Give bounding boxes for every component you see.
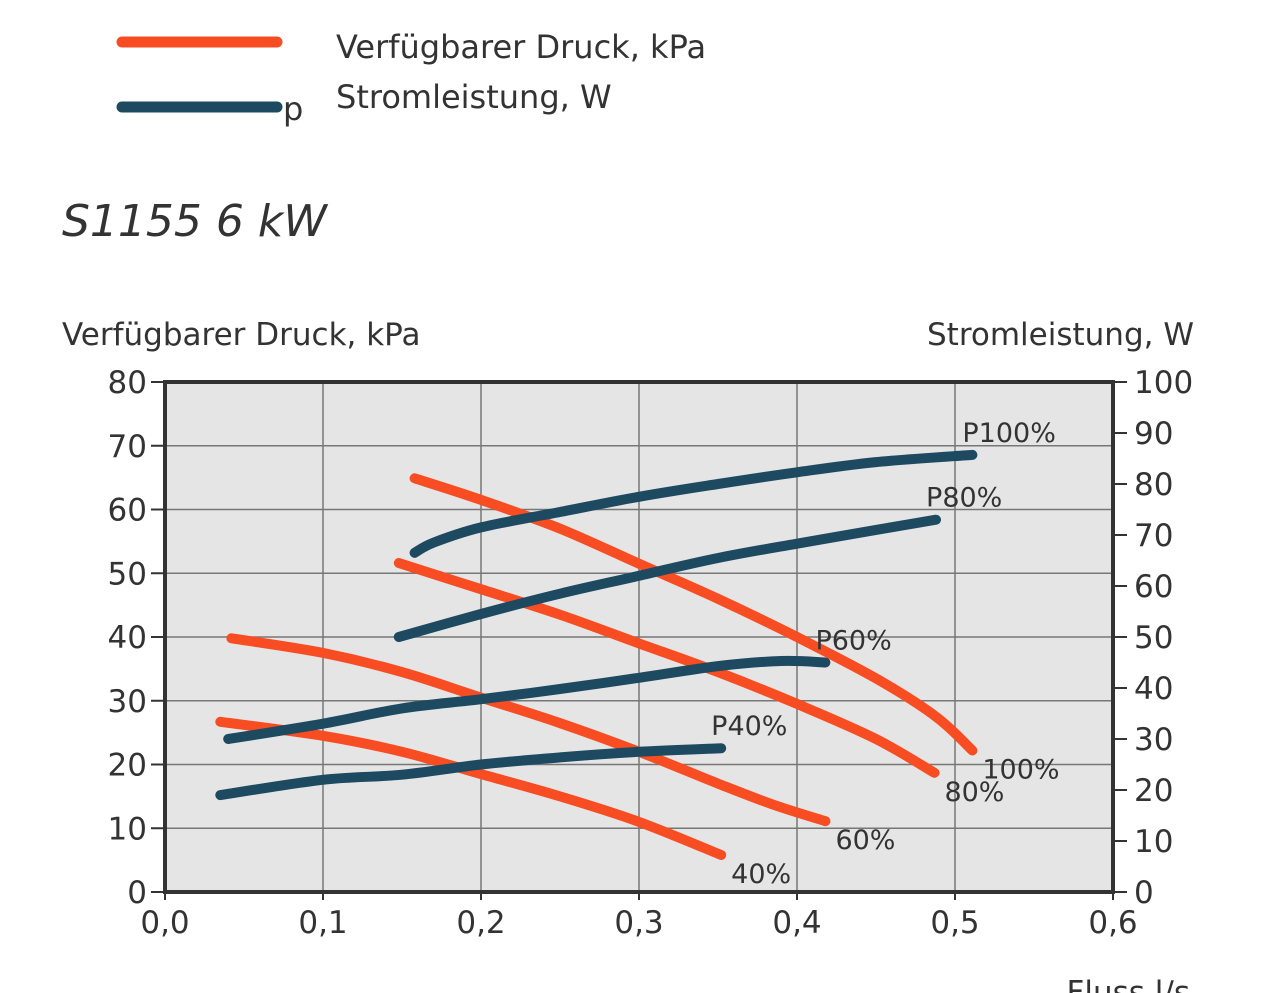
y-right-tick-label: 10 [1134,824,1173,860]
y-left-tick-label: 10 [108,811,147,847]
series-labels: 40% 60% 80%100% P40% P60% P80% P100% [711,418,1059,890]
y-left-tick-label: 80 [108,365,147,401]
series-label-P100pct: P100% [962,418,1055,449]
y-right-tick-label: 70 [1134,518,1173,554]
legend-marker-power: p [283,90,303,128]
y-right-tick-label: 60 [1134,569,1173,605]
y-right-tick-label: 20 [1134,773,1173,809]
x-tick-label: 0,5 [930,905,979,941]
y-right-tick-label: 90 [1134,416,1173,452]
legend-label-pressure: Verfügbarer Druck, kPa [336,28,706,66]
y-left-tick-label: 40 [108,620,147,656]
series-label-80pct: 80% [944,777,1004,808]
grid [165,382,1113,892]
y-right-tick-label: 0 [1134,875,1154,911]
x-tick-label: 0,2 [456,905,505,941]
x-axis-title: Fluss l/s [1067,975,1190,993]
y-right-tick-label: 40 [1134,671,1173,707]
power-line-P40pct [215,743,727,801]
pressure-line-80pct [393,558,940,778]
y-right-tick-label: 80 [1134,467,1173,503]
x-tick-label: 0,3 [614,905,663,941]
y-left-tick-label: 20 [108,748,147,784]
series-label-60pct: 60% [835,825,895,856]
series-label-P40pct: P40% [711,711,787,742]
y-left-tick-label: 30 [108,684,147,720]
y-right-tick-label: 30 [1134,722,1173,758]
series-label-P60pct: P60% [815,626,891,657]
x-tick-label: 0,6 [1088,905,1137,941]
y-left-tick-label: 70 [108,429,147,465]
pressure-line-40pct [215,716,727,860]
legend-label-power: Stromleistung, W [336,78,612,116]
pressure-line-60pct [226,633,831,827]
series-label-100pct: 100% [982,754,1059,785]
power-line-P100pct [409,449,978,558]
axis-ticks: 0,0 0,1 0,2 0,3 0,4 0,5 0,60102030405060708001… [108,365,1194,941]
y-left-axis-title: Verfügbarer Druck, kPa [62,317,420,353]
power-line-P80pct [393,514,941,642]
y-left-tick-label: 60 [108,493,147,529]
pressure-series [215,473,978,860]
x-tick-label: 0,1 [298,905,347,941]
power-line-P60pct [223,655,831,744]
legend: Verfügbarer Druck, kPa p Stromleistung, … [116,28,706,128]
x-tick-label: 0,4 [772,905,821,941]
y-right-tick-label: 100 [1134,365,1193,401]
pressure-line-100pct [409,473,978,756]
x-tick-label: 0,0 [140,905,189,941]
y-left-tick-label: 0 [127,875,147,911]
chart-title: S1155 6 kW [62,196,328,247]
series-label-40pct: 40% [731,859,791,890]
y-left-tick-label: 50 [108,556,147,592]
y-right-tick-label: 50 [1134,620,1173,656]
series-label-P80pct: P80% [926,483,1002,514]
y-right-axis-title: Stromleistung, W [927,317,1194,353]
power-series [215,449,978,801]
